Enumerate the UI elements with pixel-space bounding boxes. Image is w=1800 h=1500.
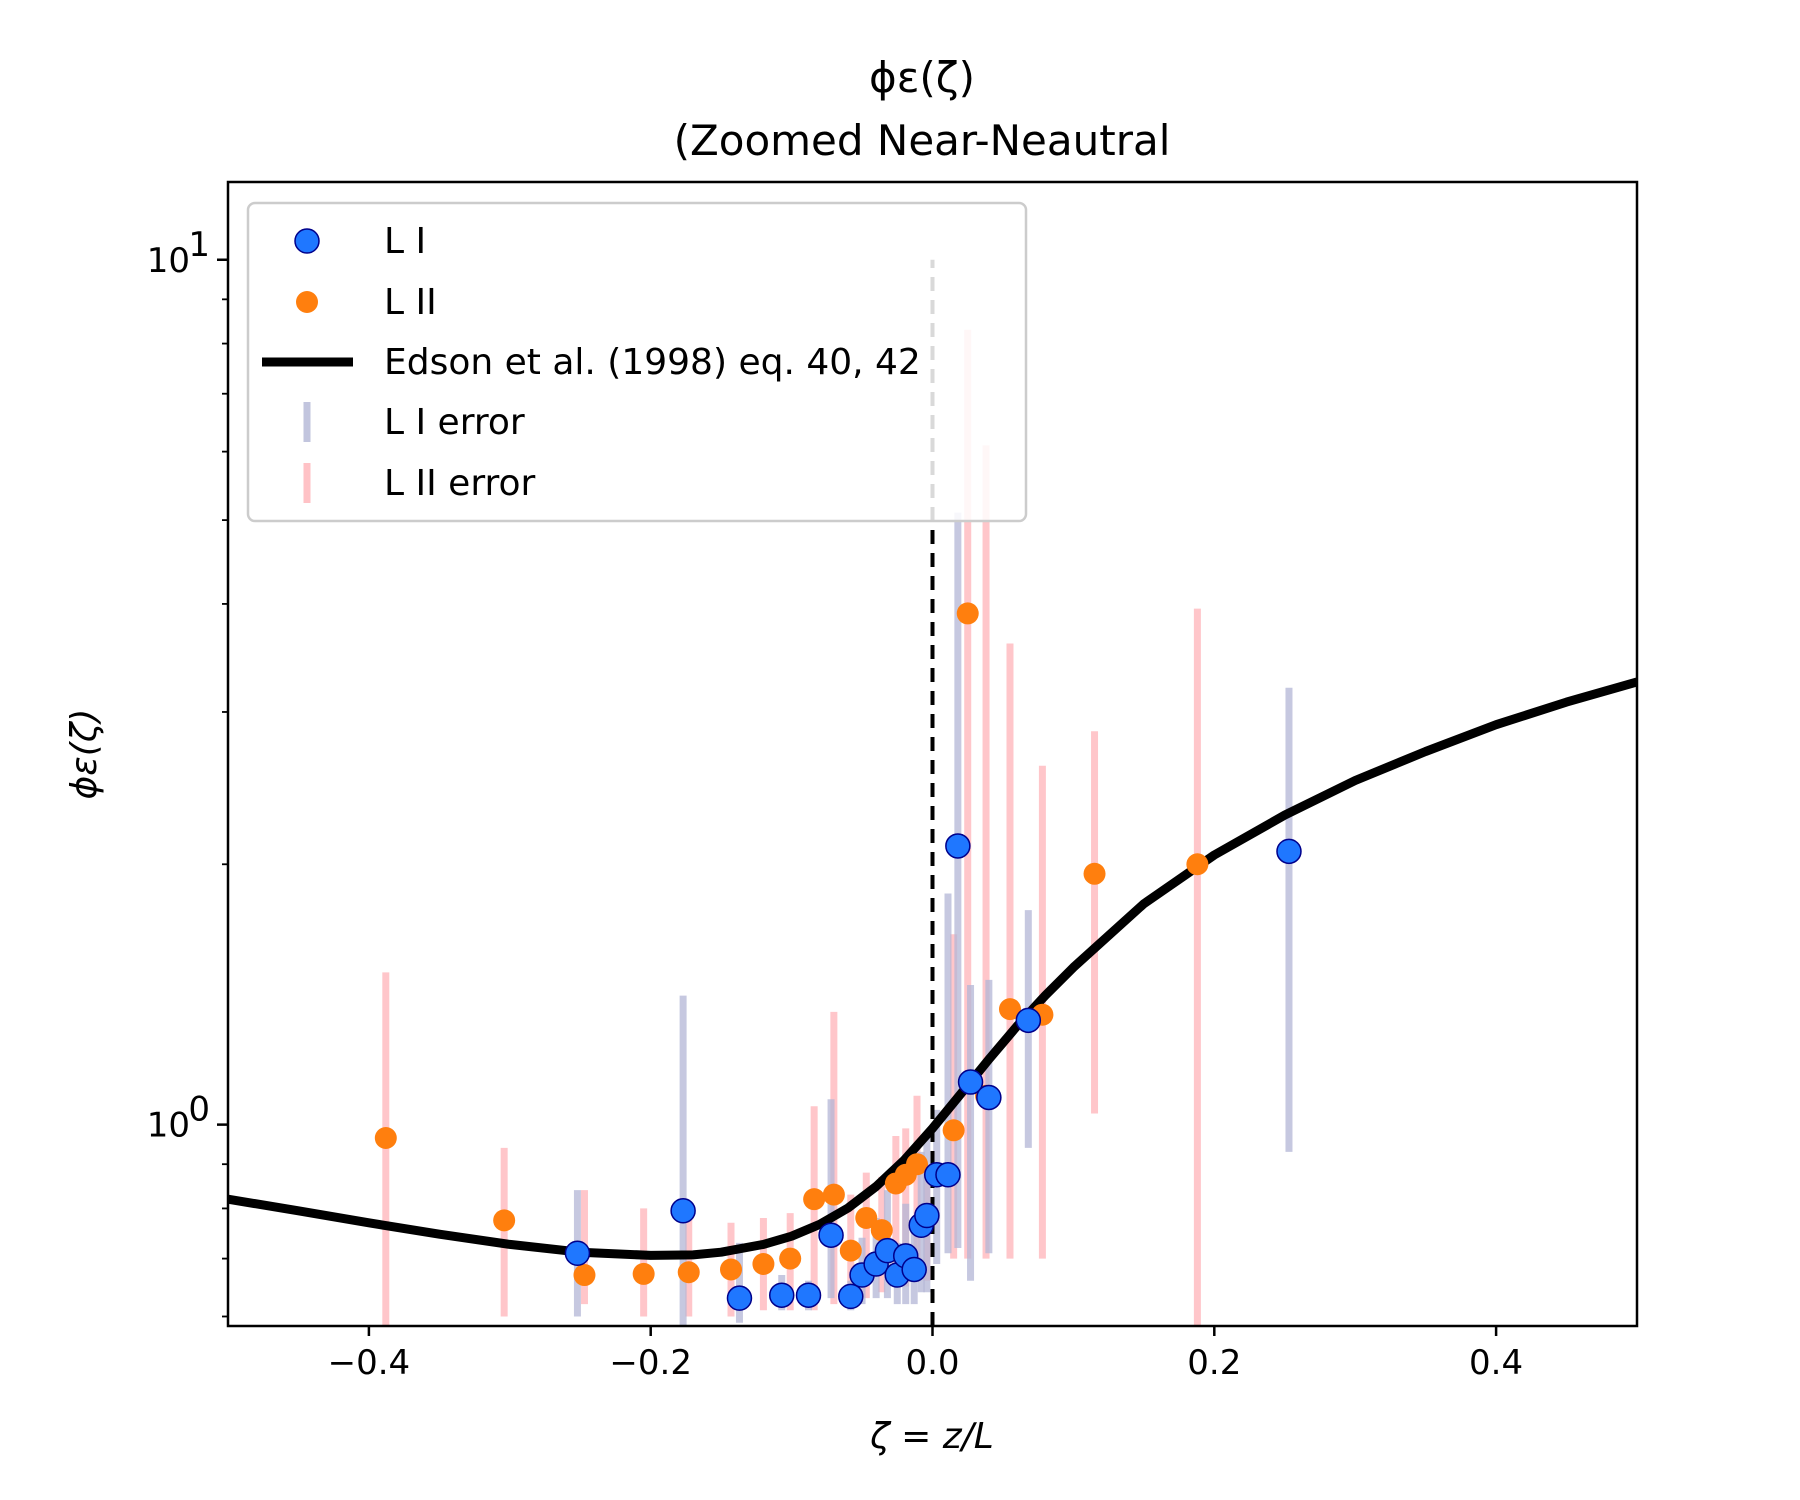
l1-point-0: [564, 1240, 591, 1267]
x-axis-ticks: −0.4 −0.2 0.0 0.2 0.4: [328, 1326, 1523, 1383]
legend: L I L II Edson et al. (1998) eq. 40, 42 …: [246, 201, 1028, 523]
l2-point-9: [822, 1183, 845, 1206]
l1-point-3: [768, 1282, 795, 1308]
x-tick-label-2: 0.0: [905, 1343, 959, 1383]
legend-marker-l2: [296, 291, 318, 313]
l2-point-18: [956, 602, 979, 625]
y-tick-label-1: 10: [147, 241, 190, 281]
legend-label-l2: L II: [384, 282, 437, 323]
l1-point-19: [976, 1084, 1002, 1111]
l2-point-11: [855, 1206, 878, 1229]
l2-point-10: [839, 1239, 862, 1262]
legend-box: [246, 201, 1028, 523]
y-tick-label-0: 10: [147, 1106, 190, 1146]
l1-point-21: [1276, 838, 1302, 865]
fit-curve-edson-1998: [228, 677, 1637, 1260]
l2-point-8: [803, 1188, 826, 1211]
y-tick-exponent-0: 0: [188, 1090, 210, 1130]
y-axis-label: ϕε(ζ): [64, 709, 105, 800]
l2-point-2: [573, 1264, 596, 1287]
l2-point-22: [1083, 862, 1106, 885]
l2-point-23: [1186, 853, 1209, 876]
l1-point-16: [935, 1162, 961, 1188]
l2-point-7: [779, 1247, 802, 1270]
l1-point-5: [818, 1222, 844, 1248]
l1-points: [564, 833, 1302, 1311]
l2-point-15: [906, 1153, 929, 1176]
x-tick-label-0: −0.4: [328, 1343, 411, 1383]
x-tick-label-4: 0.4: [1469, 1343, 1523, 1383]
l1-point-12: [901, 1256, 927, 1283]
chart-subtitle: (Zoomed Near-Neautral: [674, 116, 1171, 165]
l2-point-17: [942, 1119, 965, 1142]
x-tick-label-3: 0.2: [1187, 1343, 1241, 1383]
l1-point-1: [670, 1198, 696, 1224]
l2-point-5: [720, 1258, 743, 1281]
y-tick-exponent-1: 1: [188, 225, 210, 265]
x-axis-label: ζ = z/L: [869, 1416, 994, 1457]
l2-point-4: [677, 1261, 700, 1284]
l1-point-6: [838, 1283, 864, 1310]
l1-point-20: [1015, 1007, 1042, 1034]
l1-point-4: [795, 1282, 822, 1308]
x-tick-label-1: −0.2: [609, 1343, 692, 1383]
l1-point-17: [945, 833, 971, 859]
l2-point-3: [632, 1262, 655, 1285]
l1-point-14: [914, 1202, 940, 1229]
legend-label-fit: Edson et al. (1998) eq. 40, 42: [384, 342, 921, 383]
chart-title: ϕε(ζ): [869, 53, 975, 102]
l1-point-18: [957, 1069, 984, 1095]
legend-label-l1-error: L I error: [384, 402, 525, 443]
l2-point-1: [493, 1209, 516, 1232]
l2-point-12: [870, 1219, 893, 1242]
legend-label-l2-error: L II error: [384, 463, 536, 504]
legend-marker-l1: [294, 228, 320, 254]
legend-label-l1: L I: [384, 221, 426, 262]
l2-point-20: [998, 998, 1021, 1021]
l1-point-2: [726, 1285, 753, 1311]
l2-point-6: [752, 1252, 775, 1275]
l2-point-0: [374, 1127, 397, 1150]
